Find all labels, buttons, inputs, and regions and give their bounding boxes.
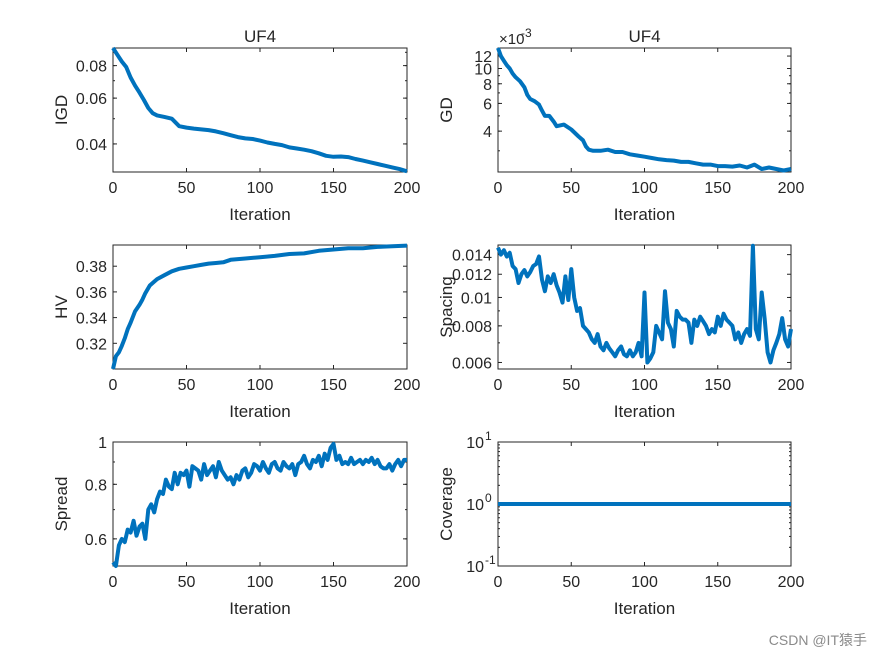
axes-box <box>112 244 408 370</box>
y-tick-label: 0.36 <box>76 285 107 302</box>
x-tick-label: 50 <box>178 180 196 197</box>
y-exponent-label: ×10 <box>499 31 524 48</box>
x-tick-label: 0 <box>109 180 118 197</box>
x-tick-label: 0 <box>109 377 118 394</box>
y-tick-label: 0.38 <box>76 259 107 276</box>
y-tick-label: 12 <box>474 49 492 66</box>
x-tick-label: 200 <box>394 180 421 197</box>
x-tick-label: 50 <box>562 574 580 591</box>
x-tick-label: 50 <box>562 377 580 394</box>
series-line-spacing <box>496 243 793 365</box>
chart-title: UF4 <box>244 27 276 46</box>
y-tick-label: 0.014 <box>452 248 492 265</box>
y-tick-label: 0.006 <box>452 355 492 372</box>
axes-box <box>112 47 408 173</box>
x-tick-label: 150 <box>320 574 347 591</box>
x-tick-label: 100 <box>631 180 658 197</box>
y-axis-label: GD <box>437 97 456 123</box>
series-line-igd <box>111 46 408 174</box>
y-tick-label: 10 <box>466 497 484 514</box>
y-tick-label: 0.04 <box>76 137 107 154</box>
x-tick-label: 100 <box>631 377 658 394</box>
x-tick-label: 150 <box>320 377 347 394</box>
subplot-igd: 0 50 100 150 200 0.04 0.06 0.08 Iteration IGD UF4 <box>52 27 420 224</box>
y-axis-label: Spread <box>52 477 71 532</box>
chart-title: UF4 <box>628 27 660 46</box>
x-tick-label: 100 <box>247 180 274 197</box>
x-tick-label: 100 <box>631 574 658 591</box>
series-line-hv <box>111 243 408 370</box>
x-axis-label: Iteration <box>614 599 675 618</box>
y-tick-label: 10 <box>466 435 484 452</box>
y-tick-label: 8 <box>483 77 492 94</box>
x-tick-label: 200 <box>778 180 805 197</box>
y-exponent-power: -3 <box>521 26 532 40</box>
subplot-hv: 0 50 100 150 200 0.32 0.34 0.36 0.38 Iteration HV <box>52 243 421 421</box>
y-tick-label: 0.08 <box>76 59 107 76</box>
y-axis-label: Coverage <box>437 467 456 541</box>
x-tick-label: 0 <box>494 377 503 394</box>
y-tick-label: 0.34 <box>76 311 107 328</box>
x-tick-label: 100 <box>247 377 274 394</box>
x-axis-label: Iteration <box>614 402 675 421</box>
x-tick-label: 150 <box>704 377 731 394</box>
y-tick-label: 0.01 <box>461 290 492 307</box>
y-tick-exponent: 1 <box>485 429 492 443</box>
series-line-spread <box>111 441 407 568</box>
y-tick-label: 0.012 <box>452 267 492 284</box>
x-tick-label: 150 <box>704 574 731 591</box>
x-axis-label: Iteration <box>229 599 290 618</box>
y-tick-label: 0.06 <box>76 91 107 108</box>
y-tick-label: 10 <box>466 559 484 576</box>
y-tick-label: 0.8 <box>85 477 107 494</box>
x-axis-label: Iteration <box>614 205 675 224</box>
y-tick-label: 0.6 <box>85 532 107 549</box>
x-tick-label: 100 <box>247 574 274 591</box>
x-tick-label: 50 <box>562 180 580 197</box>
watermark: CSDN @IT猿手 <box>768 632 867 648</box>
x-axis-label: Iteration <box>229 402 290 421</box>
series-line-gd <box>496 47 792 173</box>
x-tick-label: 150 <box>320 180 347 197</box>
x-tick-label: 200 <box>778 574 805 591</box>
x-tick-label: 0 <box>109 574 118 591</box>
subplot-spacing: 0 50 100 150 200 0.006 0.008 0.01 0.012 0.014 Iter… <box>437 243 805 421</box>
y-axis-label: HV <box>52 295 71 319</box>
y-tick-label: 10 <box>474 62 492 79</box>
x-tick-label: 150 <box>704 180 731 197</box>
y-tick-label: 6 <box>483 96 492 113</box>
y-tick-exponent: 0 <box>485 491 492 505</box>
x-tick-label: 0 <box>494 574 503 591</box>
subplot-spread: 0 50 100 150 200 0.6 0.8 1 Iteration Spread <box>52 435 420 618</box>
y-tick-label: 0.32 <box>76 336 107 353</box>
y-axis-label: IGD <box>52 95 71 125</box>
axes-box <box>497 47 792 173</box>
x-axis-label: Iteration <box>229 205 290 224</box>
x-tick-label: 50 <box>178 377 196 394</box>
y-tick-label: 0.008 <box>452 319 492 336</box>
y-tick-label: 1 <box>98 435 107 452</box>
x-tick-label: 0 <box>494 180 503 197</box>
x-tick-label: 50 <box>178 574 196 591</box>
x-tick-label: 200 <box>394 377 421 394</box>
y-tick-label: 4 <box>483 124 492 141</box>
x-tick-label: 200 <box>778 377 805 394</box>
x-tick-label: 200 <box>394 574 421 591</box>
y-tick-exponent: -1 <box>485 553 496 567</box>
y-axis-label: Spacing <box>437 276 456 337</box>
